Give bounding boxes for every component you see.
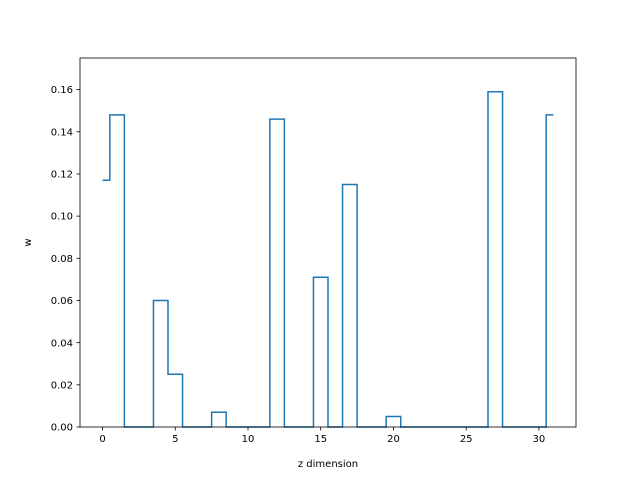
y-tick-label: 0.10 xyxy=(51,212,73,223)
x-tick-label: 30 xyxy=(533,434,546,445)
y-tick-label: 0.16 xyxy=(51,85,73,96)
x-tick-label: 25 xyxy=(460,434,473,445)
y-tick-label: 0.12 xyxy=(51,170,73,181)
x-axis: 0 5 10 15 20 25 30 xyxy=(99,427,545,445)
x-axis-label: z dimension xyxy=(298,459,358,470)
y-tick-label: 0.14 xyxy=(51,127,73,138)
x-tick-label: 15 xyxy=(314,434,327,445)
y-tick-label: 0.08 xyxy=(51,254,73,265)
x-tick-label: 10 xyxy=(242,434,255,445)
y-tick-label: 0.02 xyxy=(51,380,73,391)
x-tick-label: 0 xyxy=(99,434,105,445)
y-tick-label: 0.00 xyxy=(51,423,73,434)
y-axis: 0.00 0.02 0.04 0.06 0.08 0.10 0.12 0.14 0.16 xyxy=(51,85,80,434)
x-tick-label: 20 xyxy=(387,434,400,445)
y-tick-label: 0.04 xyxy=(51,338,73,349)
plot-frame xyxy=(79,57,577,428)
y-tick-label: 0.06 xyxy=(51,296,73,307)
y-axis-label: w xyxy=(23,238,34,246)
x-tick-label: 5 xyxy=(172,434,178,445)
